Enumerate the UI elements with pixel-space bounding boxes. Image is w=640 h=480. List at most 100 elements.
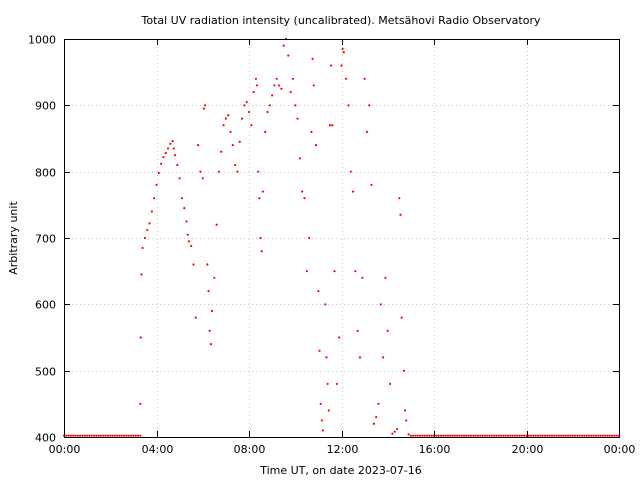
data-point — [488, 434, 491, 437]
data-point — [169, 142, 172, 145]
data-point — [569, 434, 572, 437]
y-tick-label: 700 — [35, 233, 56, 246]
data-point — [456, 434, 459, 437]
data-point — [495, 434, 498, 437]
data-point — [338, 336, 341, 339]
data-point — [178, 177, 181, 180]
data-point — [555, 434, 558, 437]
data-points — [62, 37, 621, 437]
data-point — [220, 150, 223, 153]
y-tick-label: 500 — [35, 366, 56, 379]
data-point — [395, 427, 399, 431]
data-point — [255, 84, 259, 87]
data-point — [146, 228, 149, 232]
data-point — [123, 434, 126, 437]
data-point — [134, 434, 137, 437]
data-point — [209, 343, 212, 346]
data-point — [328, 124, 332, 127]
data-point — [483, 434, 486, 437]
data-point — [139, 336, 142, 339]
data-point — [465, 434, 468, 437]
data-point — [224, 117, 227, 120]
data-point — [419, 434, 422, 437]
data-point — [301, 190, 304, 193]
data-point — [320, 419, 323, 422]
data-point — [280, 87, 283, 90]
data-point — [139, 402, 142, 405]
data-point — [497, 434, 500, 437]
data-point — [116, 434, 119, 437]
data-point — [76, 434, 79, 437]
data-point — [472, 434, 475, 437]
data-point — [446, 434, 449, 437]
data-point — [453, 434, 456, 437]
data-point — [207, 289, 210, 293]
data-point — [550, 434, 554, 437]
data-point — [102, 434, 105, 437]
data-point — [155, 183, 158, 187]
data-point — [254, 77, 258, 80]
data-point — [310, 130, 313, 133]
y-tick-label: 600 — [35, 299, 56, 312]
data-point — [333, 270, 336, 273]
data-point — [201, 177, 204, 180]
data-point — [409, 434, 412, 437]
data-point — [173, 153, 177, 157]
data-point — [407, 433, 410, 436]
data-point — [437, 434, 440, 437]
data-point — [141, 246, 144, 250]
data-point — [325, 356, 328, 359]
data-point — [530, 434, 533, 437]
data-point — [247, 110, 251, 114]
data-point — [578, 434, 581, 437]
data-point — [166, 147, 170, 150]
data-point — [444, 434, 447, 437]
data-point — [393, 430, 396, 433]
data-point — [331, 124, 334, 127]
data-point — [349, 170, 352, 173]
data-point — [324, 303, 327, 306]
data-point — [217, 170, 221, 173]
data-point — [479, 434, 482, 437]
data-point — [425, 434, 429, 437]
data-point — [421, 434, 424, 437]
data-point — [258, 197, 261, 200]
data-point — [319, 402, 322, 405]
data-point — [382, 356, 385, 359]
data-point — [368, 104, 371, 107]
data-point — [403, 409, 407, 412]
data-point — [268, 104, 271, 107]
data-point — [576, 434, 579, 437]
data-point — [386, 329, 389, 332]
data-point — [129, 434, 133, 437]
data-point — [442, 434, 445, 437]
data-point — [354, 270, 357, 273]
x-tick-label: 00:00 — [49, 443, 81, 456]
data-point — [388, 382, 392, 386]
data-point — [583, 434, 586, 437]
data-point — [467, 434, 470, 437]
data-point — [340, 64, 343, 67]
data-point — [502, 434, 505, 437]
data-point — [613, 434, 616, 437]
data-point — [345, 77, 348, 80]
data-point — [240, 117, 244, 120]
y-tick-label: 900 — [35, 100, 56, 113]
data-point — [361, 276, 364, 279]
x-tick-label: 04:00 — [142, 443, 174, 456]
data-point — [72, 434, 75, 437]
data-point — [601, 434, 604, 437]
data-point — [412, 434, 415, 437]
data-point — [358, 356, 362, 359]
data-point — [416, 434, 419, 437]
data-point — [109, 434, 112, 437]
data-point — [289, 90, 292, 94]
data-point — [160, 162, 163, 165]
data-point — [312, 84, 315, 87]
grid-lines — [64, 39, 619, 437]
x-tick-label: 12:00 — [327, 443, 359, 456]
data-point — [423, 434, 426, 437]
data-point — [113, 434, 116, 437]
data-point — [185, 220, 188, 223]
data-point — [351, 190, 355, 193]
